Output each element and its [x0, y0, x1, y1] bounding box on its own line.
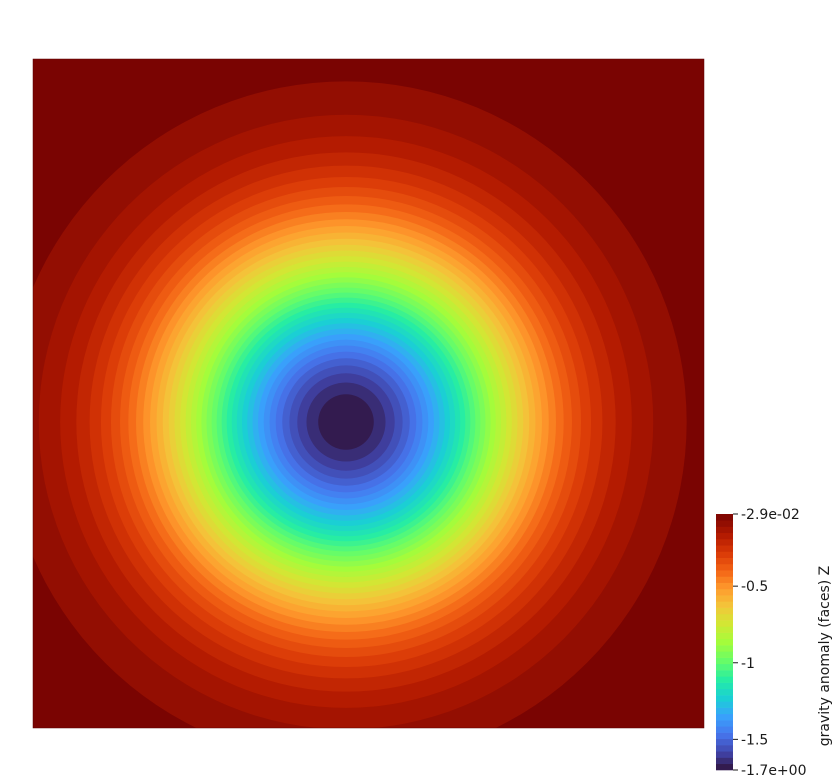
colorbar-band	[716, 701, 733, 708]
colorbar-title: gravity anomaly (faces) Z	[817, 566, 833, 747]
colorbar-band	[716, 576, 733, 583]
colorbar-band	[716, 595, 733, 602]
colorbar-band	[716, 751, 733, 758]
colorbar: -2.9e-02 -0.5 -1 -1.5 -1.7e+00 gravity anoma…	[716, 507, 833, 779]
colorbar-band	[716, 757, 733, 765]
colorbar-ticks: -2.9e-02 -0.5 -1 -1.5 -1.7e+00	[733, 507, 806, 779]
colorbar-band	[716, 713, 733, 721]
colorbar-band	[716, 582, 733, 590]
colorbar-band	[716, 695, 733, 702]
colorbar-band	[716, 645, 733, 652]
colorbar-band	[716, 620, 733, 627]
colorbar-band	[716, 551, 733, 558]
colorbar-band	[716, 520, 733, 527]
plot-border	[32, 58, 705, 729]
colorbar-band	[716, 570, 733, 577]
colorbar-band	[716, 526, 733, 534]
colorbar-band	[716, 732, 733, 740]
colorbar-band	[716, 607, 733, 615]
colorbar-band	[716, 588, 733, 596]
colorbar-band	[716, 663, 733, 671]
colorbar-band	[716, 601, 733, 608]
colorbar-band	[716, 651, 733, 658]
colorbar-band	[716, 538, 733, 546]
colorbar-band	[716, 738, 733, 746]
colorbar-band	[716, 626, 733, 633]
colorbar-band	[716, 638, 733, 646]
colorbar-bands	[716, 514, 733, 771]
contour-bands	[33, 59, 704, 728]
colorbar-band	[716, 763, 733, 771]
colorbar-band	[716, 688, 733, 696]
colorbar-band	[716, 682, 733, 690]
colorbar-tick-label: -0.5	[741, 579, 768, 595]
colorbar-band	[716, 613, 733, 621]
colorbar-band	[716, 632, 733, 640]
colorbar-band	[716, 720, 733, 727]
colorbar-tick-label: -1	[741, 656, 755, 672]
field-layer	[32, 58, 705, 729]
colorbar-band	[716, 670, 733, 677]
colorbar-band	[716, 563, 733, 571]
colorbar-tick-label: -1.5	[741, 732, 768, 748]
colorbar-band	[716, 514, 733, 521]
colorbar-band	[716, 745, 733, 752]
colorbar-band	[716, 676, 733, 683]
colorbar-band	[716, 657, 733, 665]
colorbar-tick-label: -1.7e+00	[741, 763, 806, 779]
colorbar-band	[716, 707, 733, 715]
colorbar-tick-label: -2.9e-02	[741, 507, 800, 523]
colorbar-band	[716, 726, 733, 733]
colorbar-band	[716, 532, 733, 540]
colorbar-band	[716, 557, 733, 565]
colorbar-band	[716, 545, 733, 552]
contour-band	[318, 394, 374, 450]
